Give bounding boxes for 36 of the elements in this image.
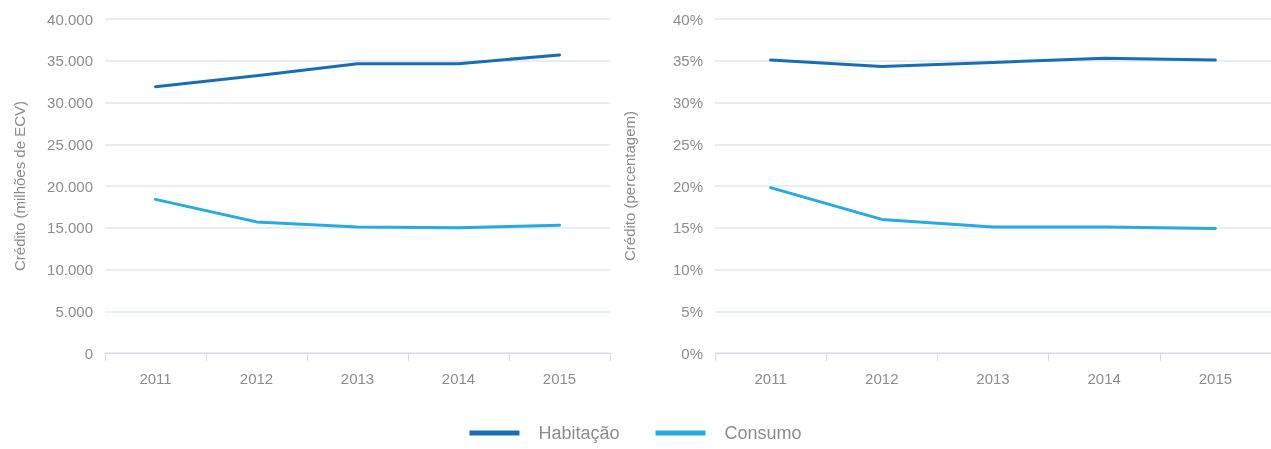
y-tick-label: 35%: [672, 52, 703, 70]
y-axis-title: Crédito (milhões de ECV): [11, 100, 28, 272]
y-tick-label: 35.000: [47, 52, 93, 70]
y-tick-label: 5.000: [55, 302, 93, 320]
y-tick-label: 15%: [672, 219, 703, 237]
x-tick-label: 2015: [542, 370, 577, 387]
line-series: [154, 53, 561, 89]
y-tick-label: 30%: [672, 94, 703, 111]
x-tick-label: 2012: [865, 370, 899, 387]
line-series: [154, 197, 561, 230]
y-tick-label: 0%: [681, 344, 703, 362]
line-series: [769, 186, 1217, 231]
x-tick-label: 2012: [239, 370, 274, 387]
y-tick-label: 20%: [672, 177, 703, 195]
x-tick-label: 2013: [976, 370, 1010, 387]
line-series: [769, 56, 1217, 69]
y-tick-label: 0: [84, 344, 93, 362]
y-tick-label: 10%: [672, 261, 703, 278]
legend-label: Habitação: [538, 423, 620, 443]
x-tick-label: 2011: [139, 370, 172, 387]
y-tick-label: 5%: [681, 302, 703, 320]
x-tick-label: 2011: [754, 370, 787, 387]
x-tick-label: 2013: [340, 370, 375, 387]
y-tick-label: 10.000: [47, 261, 93, 278]
y-tick-label: 20.000: [47, 177, 93, 195]
y-tick-label: 15.000: [47, 219, 93, 237]
y-axis-title: Crédito (percentagem): [621, 110, 638, 262]
x-tick-label: 2015: [1198, 370, 1233, 387]
y-tick-label: 25%: [672, 135, 703, 153]
y-tick-label: 40%: [672, 10, 703, 28]
y-tick-label: 25.000: [47, 135, 93, 153]
y-tick-label: 30.000: [47, 94, 93, 111]
x-tick-label: 2014: [1087, 370, 1121, 387]
legend-label: Consumo: [724, 423, 802, 443]
x-tick-label: 2014: [441, 370, 476, 387]
y-tick-label: 40.000: [47, 10, 93, 28]
